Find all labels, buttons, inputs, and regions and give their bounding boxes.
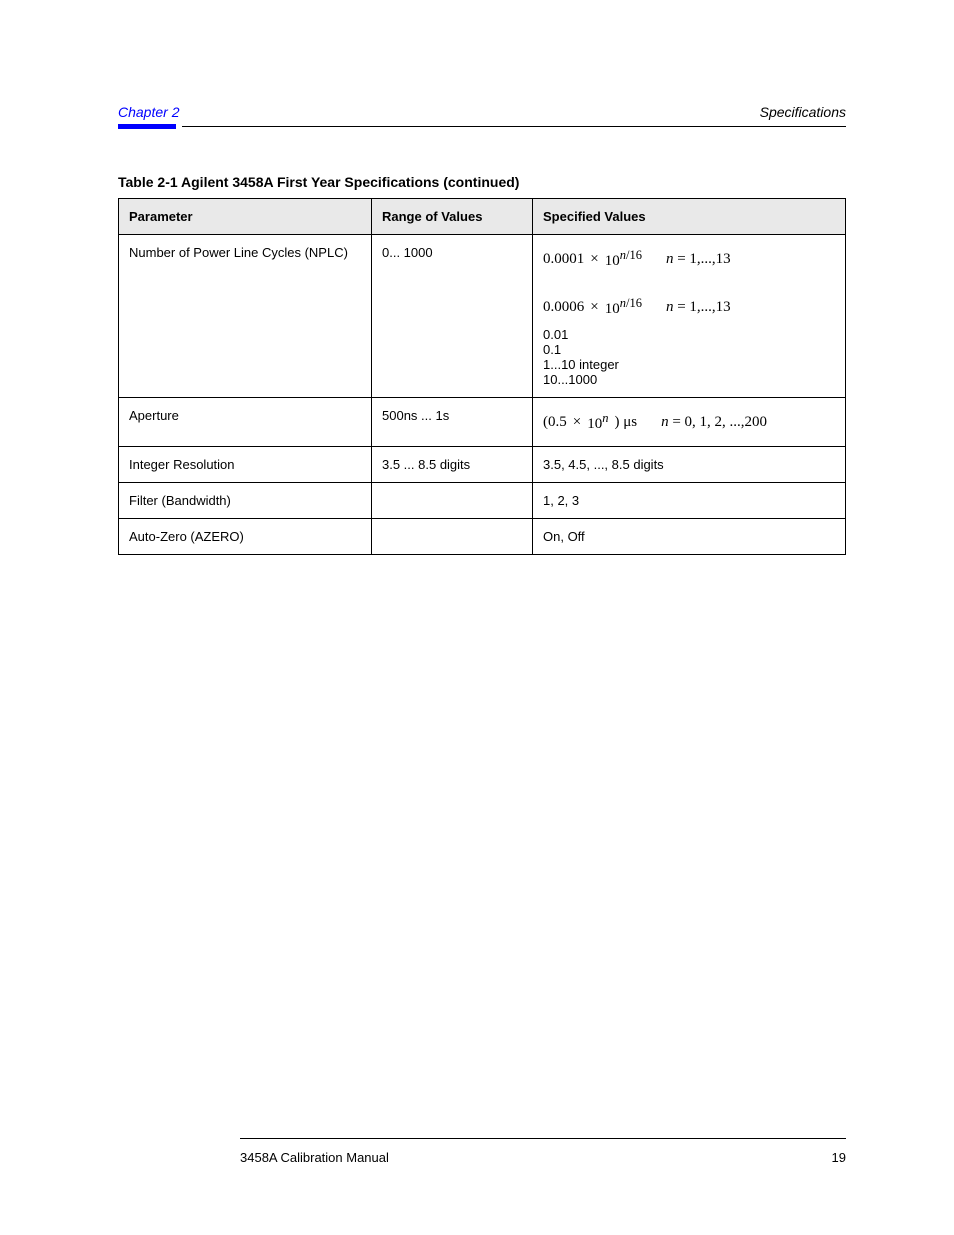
formula: 0.0006 × 10n/16 n = 1,...,13 <box>543 293 835 321</box>
times-icon: × <box>590 295 598 319</box>
cell-param: Integer Resolution <box>119 447 372 483</box>
formula-range: n = 1,...,13 <box>666 247 731 271</box>
page: Chapter 2 Specifications Table 2-1 Agile… <box>0 0 954 1235</box>
cell-param: Filter (Bandwidth) <box>119 483 372 519</box>
range-var: n <box>661 414 669 430</box>
exp-frac: /16 <box>626 248 642 262</box>
cell-range: 3.5 ... 8.5 digits <box>372 447 533 483</box>
range-text: = 1,...,13 <box>677 251 730 267</box>
times-icon: × <box>590 247 598 271</box>
header-rule <box>182 126 846 127</box>
table-row: Auto-Zero (AZERO) On, Off <box>119 519 846 555</box>
cell-param: Auto-Zero (AZERO) <box>119 519 372 555</box>
plain-value: 1, 2, 3 <box>543 493 579 508</box>
header-chapter: Chapter 2 <box>118 104 179 120</box>
col-values: Specified Values <box>533 199 846 235</box>
table-row: Filter (Bandwidth) 1, 2, 3 <box>119 483 846 519</box>
cell-range <box>372 483 533 519</box>
table-caption: Table 2-1 Agilent 3458A First Year Speci… <box>118 174 846 190</box>
formula-prefix: 0.0001 <box>543 247 584 271</box>
base: 10 <box>605 301 620 317</box>
cell-range: 500ns ... 1s <box>372 398 533 447</box>
table-header-row: Parameter Range of Values Specified Valu… <box>119 199 846 235</box>
formula-range: n = 1,...,13 <box>666 295 731 319</box>
plain-value: On, Off <box>543 529 585 544</box>
table-row: Number of Power Line Cycles (NPLC) 0... … <box>119 235 846 398</box>
formula-range: n = 0, 1, 2, ...,200 <box>661 410 767 434</box>
cell-values: 1, 2, 3 <box>533 483 846 519</box>
cell-range: 0... 1000 <box>372 235 533 398</box>
base: 10 <box>605 253 620 269</box>
header-blue-bar <box>118 124 176 129</box>
cell-values: 0.0001 × 10n/16 n = 1,...,13 0.0006 × <box>533 235 846 398</box>
cell-values: (0.5 × 10n) μs n = 0, 1, 2, ...,200 <box>533 398 846 447</box>
plain-value: 0.01 <box>543 327 835 342</box>
times-icon: × <box>573 410 581 434</box>
plain-value: 3.5, 4.5, ..., 8.5 digits <box>543 457 664 472</box>
cell-values: On, Off <box>533 519 846 555</box>
page-header: Chapter 2 Specifications <box>118 110 846 138</box>
footer-rule <box>240 1138 846 1139</box>
formula-base: 10n/16 <box>605 293 642 321</box>
header-section: Specifications <box>760 104 846 120</box>
formula: (0.5 × 10n) μs n = 0, 1, 2, ...,200 <box>543 408 835 436</box>
formula: 0.0001 × 10n/16 n = 1,...,13 <box>543 245 835 273</box>
table-row: Aperture 500ns ... 1s (0.5 × 10n) μs n =… <box>119 398 846 447</box>
range-var: n <box>666 251 674 267</box>
exp-var: n <box>602 411 608 425</box>
exp-frac: /16 <box>626 296 642 310</box>
footer-doc-title: 3458A Calibration Manual <box>240 1150 389 1165</box>
formula-prefix: 0.0006 <box>543 295 584 319</box>
range-text: = 1,...,13 <box>677 299 730 315</box>
formula-base: 10n <box>587 408 608 436</box>
table-row: Integer Resolution 3.5 ... 8.5 digits 3.… <box>119 447 846 483</box>
range-text: = 0, 1, 2, ...,200 <box>672 414 767 430</box>
cell-param: Number of Power Line Cycles (NPLC) <box>119 235 372 398</box>
base: 10 <box>587 416 602 432</box>
col-range: Range of Values <box>372 199 533 235</box>
formula-suffix: ) μs <box>614 410 637 434</box>
formula-prefix: (0.5 <box>543 410 567 434</box>
range-var: n <box>666 299 674 315</box>
spec-table: Parameter Range of Values Specified Valu… <box>118 198 846 555</box>
cell-range <box>372 519 533 555</box>
plain-value: 1...10 integer <box>543 357 835 372</box>
plain-value: 10...1000 <box>543 372 835 387</box>
col-parameter: Parameter <box>119 199 372 235</box>
plain-value: 0.1 <box>543 342 835 357</box>
formula-base: 10n/16 <box>605 245 642 273</box>
footer-page-number: 19 <box>832 1150 846 1165</box>
cell-param: Aperture <box>119 398 372 447</box>
cell-values: 3.5, 4.5, ..., 8.5 digits <box>533 447 846 483</box>
